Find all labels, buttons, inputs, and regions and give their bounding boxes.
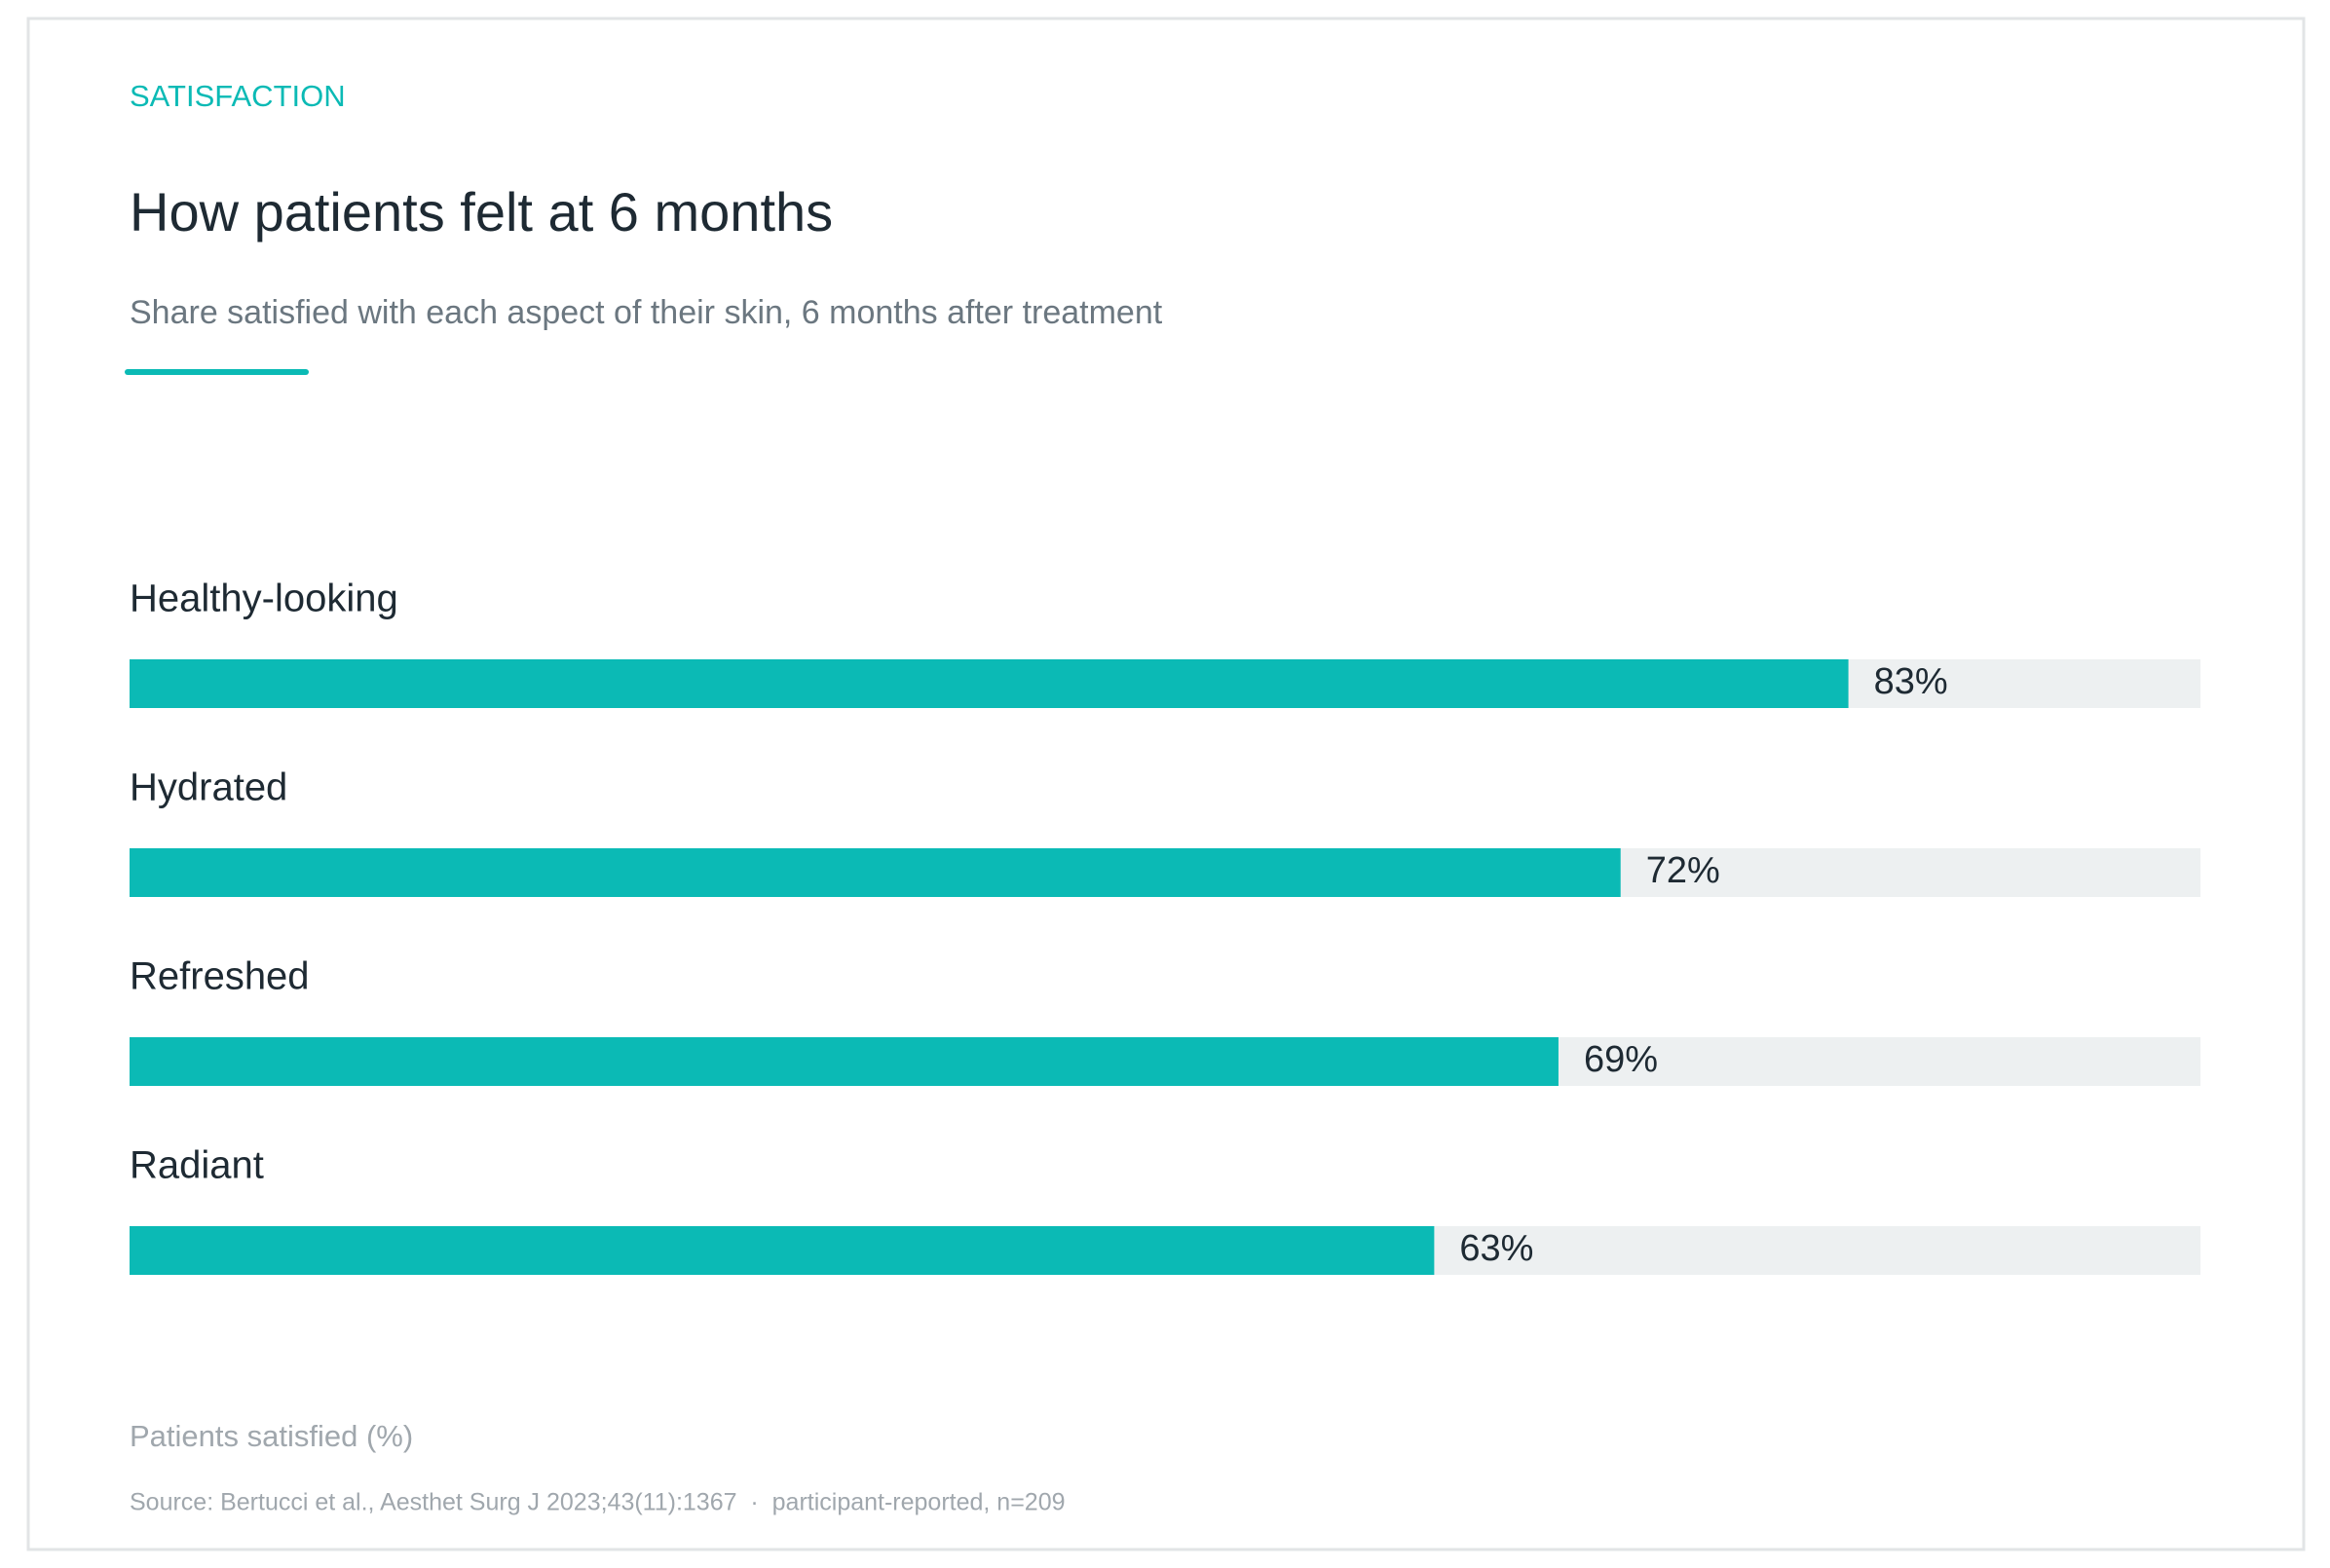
kicker: SATISFACTION (130, 79, 346, 113)
value-label: 72% (1646, 850, 1720, 891)
card (26, 17, 2306, 1551)
bar (130, 1037, 1559, 1086)
chart-subtitle: Share satisfied with each aspect of thei… (130, 294, 1163, 331)
category-label: Refreshed (130, 955, 310, 998)
category-label: Hydrated (130, 766, 287, 809)
category-label: Radiant (130, 1144, 264, 1187)
value-label: 69% (1584, 1039, 1658, 1080)
bar (130, 848, 1621, 897)
source-note: Source: Bertucci et al., Aesthet Surg J … (130, 1489, 1066, 1516)
bar (130, 659, 1849, 708)
value-label: 63% (1459, 1228, 1533, 1269)
category-label: Healthy-looking (130, 578, 398, 620)
value-label: 83% (1874, 661, 1948, 702)
x-axis-label: Patients satisfied (%) (130, 1419, 413, 1453)
chart-title: How patients felt at 6 months (130, 181, 833, 243)
bar (130, 1226, 1435, 1275)
